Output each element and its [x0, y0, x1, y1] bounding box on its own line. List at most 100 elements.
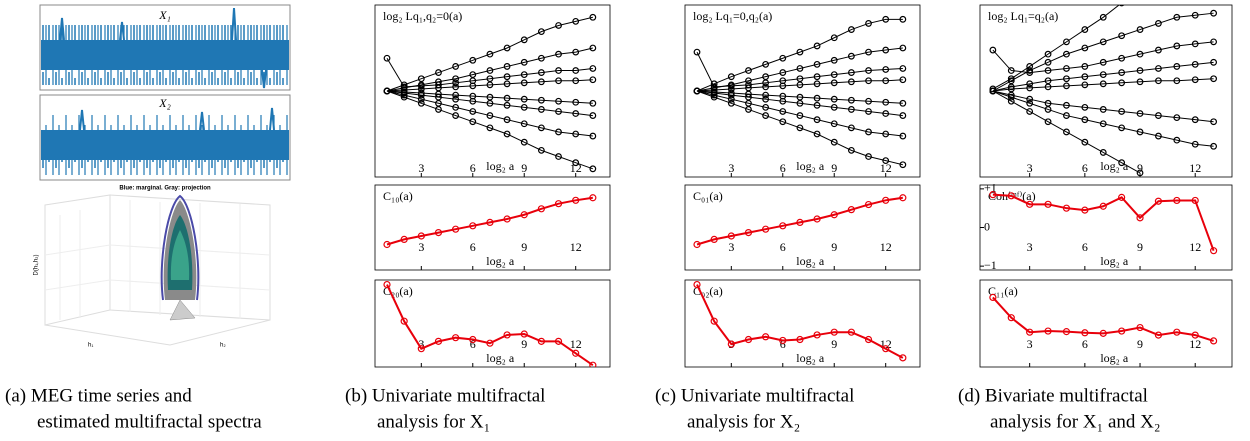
axis-label: h₂ — [220, 343, 226, 349]
data-point — [1155, 132, 1162, 140]
plot-area — [989, 191, 1218, 255]
data-point — [452, 225, 460, 233]
data-point — [796, 99, 804, 107]
data-point — [882, 66, 890, 73]
captions: (a) MEG time series and estimated multif… — [5, 385, 1161, 432]
x-tick-label: 6 — [780, 161, 786, 175]
data-point — [1136, 169, 1144, 177]
data-point — [796, 335, 804, 344]
data-point — [1191, 76, 1199, 84]
y-tick-label: −1 — [984, 258, 997, 272]
data-point — [710, 93, 718, 101]
x-tick-label: 6 — [1082, 161, 1088, 175]
data-point — [572, 17, 580, 25]
x-axis-label: log₂ a — [1100, 351, 1129, 365]
data-point — [1191, 140, 1199, 148]
data-point — [469, 108, 477, 115]
data-point — [813, 101, 821, 109]
x-tick-label: 9 — [831, 337, 837, 351]
data-point — [486, 339, 494, 347]
data-point — [469, 118, 477, 126]
x-tick-label: 9 — [1137, 337, 1143, 351]
data-point — [899, 194, 907, 202]
plot-frame — [684, 4, 921, 178]
data-point — [727, 95, 735, 103]
data-point — [989, 46, 997, 54]
caption: analysis for X₂ — [687, 411, 800, 432]
data-point — [434, 337, 443, 345]
data-point — [452, 83, 460, 91]
data-point — [1118, 69, 1126, 76]
data-point — [486, 50, 494, 58]
plot-area — [989, 5, 1218, 177]
data-point — [847, 106, 855, 113]
data-point — [796, 81, 804, 89]
data-point — [813, 94, 821, 102]
data-line — [992, 78, 1214, 92]
plot-area — [693, 15, 907, 169]
data-point — [693, 48, 701, 56]
data-point — [882, 15, 890, 23]
data-point — [537, 337, 545, 345]
data-point — [727, 340, 735, 348]
data-point — [830, 103, 838, 111]
x-tick-label: 6 — [1082, 337, 1088, 351]
data-point — [537, 96, 545, 104]
data-point — [864, 200, 873, 209]
plot-frame — [374, 4, 611, 178]
data-point — [1191, 331, 1199, 339]
data-point — [1063, 101, 1070, 109]
x-tick-label: 6 — [470, 240, 476, 254]
data-point — [555, 22, 562, 29]
data-point — [813, 80, 821, 88]
data-point — [1099, 106, 1107, 113]
data-point — [727, 91, 735, 99]
data-point — [1044, 50, 1052, 58]
plot-frame — [374, 184, 611, 271]
data-point — [1099, 202, 1107, 210]
data-line — [386, 16, 593, 92]
data-point — [1063, 112, 1070, 119]
data-point — [744, 335, 753, 344]
data-point — [520, 95, 528, 103]
data-point — [830, 138, 838, 146]
data-point — [469, 97, 477, 105]
plot-area — [383, 194, 597, 249]
data-point — [1007, 192, 1015, 200]
plot-area — [383, 13, 597, 173]
x-axis-label: log₂ a — [1100, 159, 1129, 173]
data-line — [696, 18, 903, 92]
data-line — [696, 90, 903, 117]
data-point — [1026, 80, 1034, 88]
data-line — [992, 12, 1214, 92]
data-line — [386, 284, 594, 366]
x-tick-label: 3 — [418, 337, 424, 351]
data-point — [830, 79, 838, 87]
data-point — [830, 56, 838, 64]
data-point — [435, 69, 442, 76]
data-point — [435, 106, 442, 113]
data-point — [899, 65, 907, 72]
x-axis-label: log₂ a — [1100, 254, 1129, 268]
data-point — [762, 95, 770, 103]
data-point — [744, 229, 753, 237]
data-point — [865, 153, 872, 160]
data-point — [520, 138, 528, 146]
data-point — [589, 194, 597, 202]
data-point — [1081, 116, 1089, 124]
data-point — [1155, 77, 1162, 85]
data-point — [383, 54, 391, 62]
data-point — [503, 94, 511, 102]
data-point — [537, 69, 545, 76]
data-point — [1099, 80, 1107, 88]
data-point — [555, 67, 562, 74]
chart-title: C₀₁(a) — [693, 189, 723, 203]
data-point — [865, 77, 872, 85]
data-point — [537, 106, 545, 113]
data-point — [417, 345, 425, 353]
data-point — [899, 76, 907, 84]
data-point — [1026, 67, 1034, 74]
data-point — [1044, 58, 1052, 66]
data-point — [572, 130, 580, 138]
data-point — [779, 82, 787, 90]
